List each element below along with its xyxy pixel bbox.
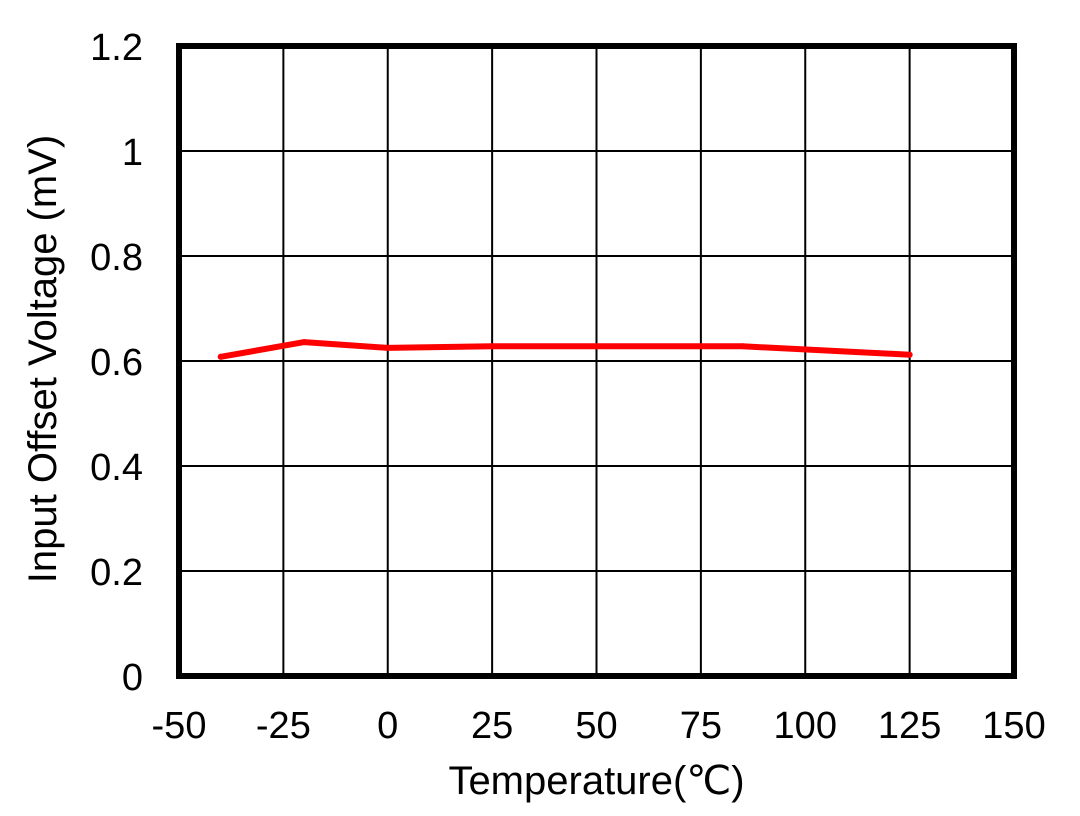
y-tick-label: 1	[122, 132, 143, 174]
plot-area-border	[176, 43, 1017, 679]
data-point	[217, 353, 224, 360]
y-tick-label: 0.6	[90, 342, 143, 384]
x-tick-label: 75	[680, 705, 722, 747]
data-point	[593, 343, 600, 350]
data-point	[489, 343, 496, 350]
data-point	[301, 339, 308, 346]
x-tick-label: 150	[982, 705, 1045, 747]
y-tick-label: 0.2	[90, 552, 143, 594]
x-tick-label: 125	[878, 705, 941, 747]
x-axis-label: Temperature(℃)	[448, 759, 744, 803]
data-point	[906, 351, 913, 358]
y-tick-label: 1.2	[90, 27, 143, 69]
y-tick-label: 0	[122, 657, 143, 699]
data-point	[739, 343, 746, 350]
y-tick-label: 0.4	[90, 447, 143, 489]
x-tick-label: 0	[377, 705, 398, 747]
y-axis-ticks: 0 0.2 0.4 0.6 0.8 1 1.2	[90, 27, 143, 699]
x-tick-label: 50	[575, 705, 617, 747]
series-line	[217, 339, 913, 360]
x-axis-ticks: -50 -25 0 25 50 75 100 125 150	[152, 705, 1046, 747]
data-point	[384, 344, 391, 351]
y-axis-label: Input Offset Voltage (mV)	[21, 135, 65, 583]
x-tick-label: -50	[152, 705, 207, 747]
grid-lines	[179, 46, 1014, 676]
x-tick-label: 100	[774, 705, 837, 747]
y-tick-label: 0.8	[90, 237, 143, 279]
series-layer	[217, 339, 913, 360]
x-tick-label: 25	[471, 705, 513, 747]
x-tick-label: -25	[256, 705, 311, 747]
